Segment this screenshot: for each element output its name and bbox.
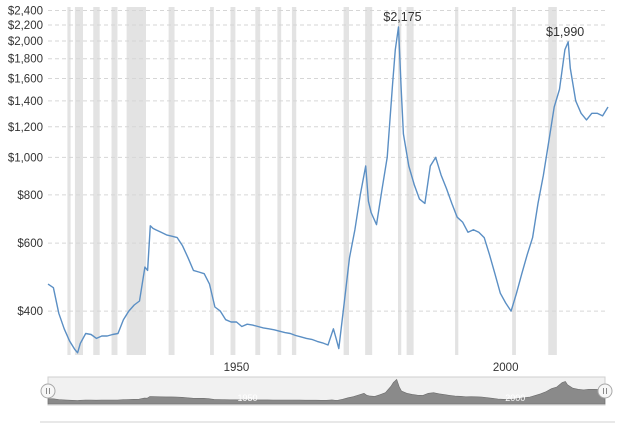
- peak-annotations: $2,175 $1,990: [383, 10, 584, 39]
- recession-band-3: [111, 7, 118, 355]
- recession-band-5: [168, 7, 175, 355]
- recession-band-11: [343, 7, 349, 355]
- recession-band-12: [365, 7, 373, 355]
- price-series: [47, 26, 609, 354]
- navigator-tick-label: 2000: [505, 393, 525, 403]
- y-tick-label: $2,400: [8, 5, 43, 17]
- y-tick-label: $1,000: [8, 152, 43, 164]
- y-tick-label: $2,200: [8, 20, 43, 32]
- y-tick-label: $2,000: [8, 36, 43, 48]
- recession-band-15: [455, 7, 459, 355]
- grid-lines: [48, 9, 608, 312]
- recession-band-1: [74, 7, 83, 355]
- price-line: [47, 26, 609, 354]
- recession-band-0: [67, 7, 71, 355]
- range-navigator[interactable]: 1950 2000: [40, 376, 615, 423]
- y-tick-label: $800: [17, 190, 43, 202]
- navigator-series: [47, 378, 606, 405]
- recession-bands: [67, 7, 557, 355]
- recession-band-14: [406, 7, 414, 355]
- recession-band-17: [548, 7, 557, 355]
- recession-band-9: [277, 7, 282, 355]
- recession-band-7: [230, 7, 236, 355]
- y-tick-label: $400: [17, 306, 43, 318]
- recession-band-6: [210, 7, 214, 355]
- recession-band-16: [512, 7, 516, 355]
- y-tick-label: $1,600: [8, 74, 43, 86]
- x-axis-labels: 1950 2000: [224, 362, 519, 374]
- peak-annotation-1: $1,990: [546, 25, 584, 39]
- y-tick-label: $1,400: [8, 96, 43, 108]
- recession-band-10: [291, 7, 297, 355]
- y-tick-label: $1,800: [8, 54, 43, 66]
- y-tick-label: $600: [17, 238, 43, 250]
- navigator-right-handle[interactable]: [597, 383, 613, 399]
- y-axis-labels: $2,400 $2,200 $2,000 $1,800 $1,600 $1,400 $1,2…: [8, 5, 43, 318]
- recession-band-4: [126, 7, 146, 355]
- recession-band-8: [255, 7, 261, 355]
- x-tick-label: 1950: [224, 362, 250, 374]
- navigator-left-handle[interactable]: [40, 383, 56, 399]
- y-tick-label: $1,200: [8, 122, 43, 134]
- peak-annotation-0: $2,175: [383, 10, 421, 24]
- navigator-tick-label: 1950: [237, 393, 257, 403]
- recession-band-2: [93, 7, 100, 355]
- x-tick-label: 2000: [493, 362, 519, 374]
- recession-band-13: [398, 7, 402, 355]
